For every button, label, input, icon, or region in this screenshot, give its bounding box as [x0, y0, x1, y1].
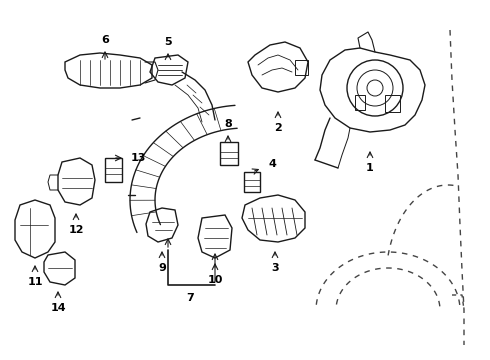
- Text: 3: 3: [271, 263, 279, 273]
- Text: 4: 4: [268, 159, 276, 169]
- Text: 10: 10: [207, 275, 222, 285]
- Text: 7: 7: [186, 293, 194, 303]
- Text: 2: 2: [274, 123, 282, 133]
- Text: 13: 13: [130, 153, 146, 163]
- Text: 5: 5: [164, 37, 172, 47]
- Text: 12: 12: [68, 225, 84, 235]
- Text: 9: 9: [158, 263, 166, 273]
- Text: 11: 11: [27, 277, 43, 287]
- Text: 8: 8: [224, 119, 232, 129]
- Text: 14: 14: [50, 303, 66, 313]
- Text: 6: 6: [101, 35, 109, 45]
- Text: 1: 1: [366, 163, 374, 173]
